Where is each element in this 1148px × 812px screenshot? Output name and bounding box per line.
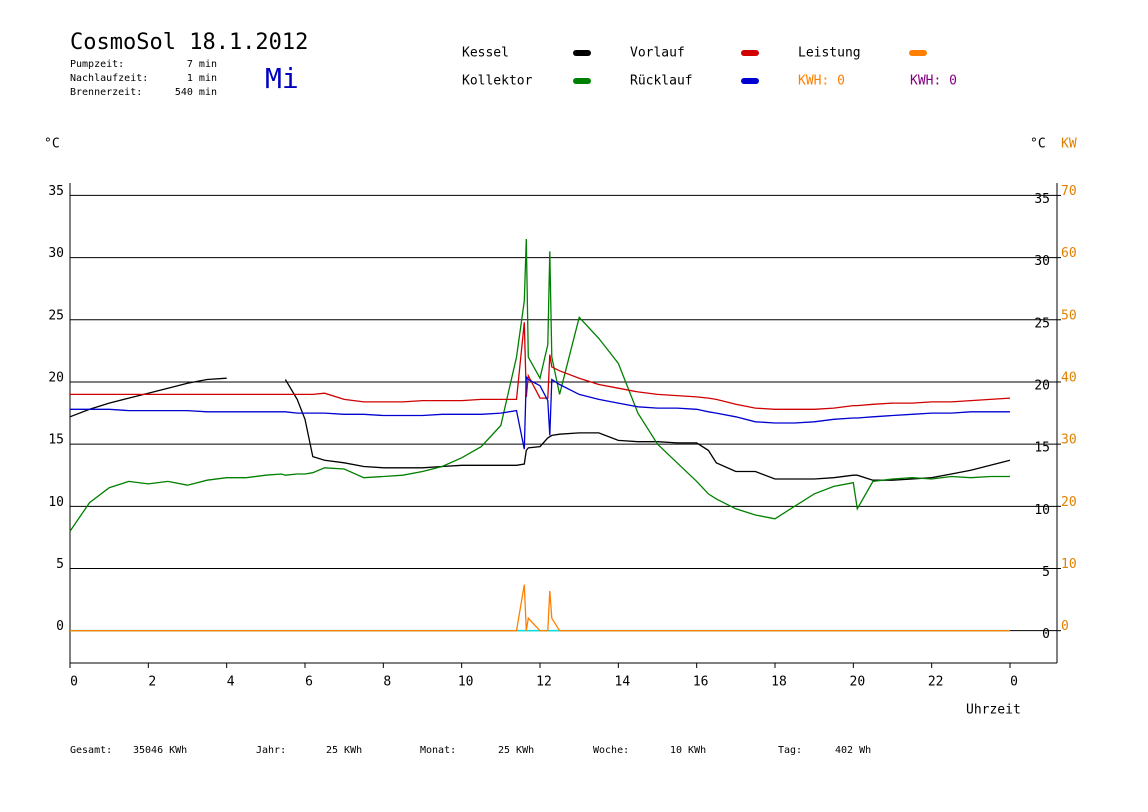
total-value: 10 KWh [670,745,706,756]
kwh-label: KWH: 0 [798,74,845,89]
weekday: Mi [265,62,299,95]
x-tick-label: 4 [227,675,235,690]
total-label: Tag: [778,745,802,756]
series-line [69,238,1010,532]
series-line [69,377,1011,481]
y-tick-label: 15 [48,433,64,448]
y2-tick-label: 0 [1061,619,1069,634]
x-tick-label: 22 [928,675,944,690]
x-axis-label: Uhrzeit [966,703,1021,718]
y-tick-label-right: 5 [1042,565,1050,580]
y2-tick-label: 30 [1061,433,1077,448]
x-tick-label: 14 [615,675,631,690]
y2-tick-label: 40 [1061,370,1077,385]
y-tick-label: 0 [56,619,64,634]
y-tick-label: 20 [48,370,64,385]
legend-label: Kessel [462,46,509,61]
stat-label: Brennerzeit: [70,87,142,98]
y-tick-label: 25 [48,308,64,323]
x-tick-label: 0 [1010,675,1018,690]
y2-tick-label: 20 [1061,495,1077,510]
y-tick-label-right: 10 [1034,503,1050,518]
y2-axis-label: °C [1030,137,1046,152]
x-tick-label: 10 [458,675,474,690]
kwh-label: KWH: 0 [910,74,957,89]
total-value: 25 KWh [498,745,534,756]
legend-label: Vorlauf [630,46,685,61]
total-value: 35046 KWh [133,745,187,756]
y2-tick-label: 10 [1061,557,1077,572]
x-tick-label: 20 [850,675,866,690]
x-tick-label: 12 [536,675,552,690]
legend-label: Rücklauf [630,74,693,89]
x-tick-label: 16 [693,675,709,690]
series-line [70,584,1010,632]
stat-label: Nachlaufzeit: [70,73,148,84]
y-tick-label-right: 15 [1034,441,1050,456]
y-tick-label-right: 35 [1034,192,1050,207]
total-label: Gesamt: [70,745,112,756]
total-value: 402 Wh [835,745,871,756]
y-tick-label-right: 20 [1034,378,1050,393]
title: CosmoSol 18.1.2012 [70,30,308,55]
x-tick-label: 6 [305,675,313,690]
x-tick-label: 2 [148,675,156,690]
y-axis-label: °C [44,137,60,152]
x-tick-label: 8 [383,675,391,690]
y2-tick-label: 70 [1061,184,1077,199]
total-value: 25 KWh [326,745,362,756]
y-tick-label: 35 [48,184,64,199]
y-tick-label-right: 0 [1042,627,1050,642]
y-tick-label: 30 [48,246,64,261]
x-tick-label: 18 [771,675,787,690]
stat-label: Pumpzeit: [70,59,124,70]
total-label: Monat: [420,745,456,756]
y2-tick-label: 60 [1061,246,1077,261]
stat-value: 1 min [187,73,217,84]
y2-tick-label: 50 [1061,308,1077,323]
stat-value: 7 min [187,59,217,70]
stat-value: 540 min [175,87,217,98]
series-line [70,375,1010,450]
legend-label: Leistung [798,46,861,61]
y2-unit: KW [1061,137,1077,152]
series-line [70,322,1011,410]
total-label: Woche: [593,745,629,756]
x-tick-label: 0 [70,675,78,690]
y-tick-label-right: 30 [1034,254,1050,269]
total-label: Jahr: [256,745,286,756]
y-tick-label-right: 25 [1034,316,1050,331]
y-tick-label: 10 [48,495,64,510]
y-tick-label: 5 [56,557,64,572]
legend-label: Kollektor [462,74,533,89]
